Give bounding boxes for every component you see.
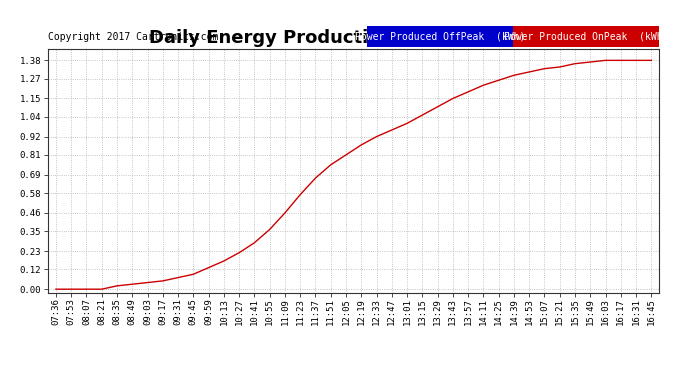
Text: Power Produced OnPeak  (kWh): Power Produced OnPeak (kWh) — [504, 32, 669, 42]
Title: Daily Energy Production Fri Jan 27 16:55: Daily Energy Production Fri Jan 27 16:55 — [149, 29, 558, 47]
Text: Power Produced OffPeak  (kWh): Power Produced OffPeak (kWh) — [355, 32, 526, 42]
Text: Copyright 2017 Cartronics.com: Copyright 2017 Cartronics.com — [48, 32, 219, 42]
